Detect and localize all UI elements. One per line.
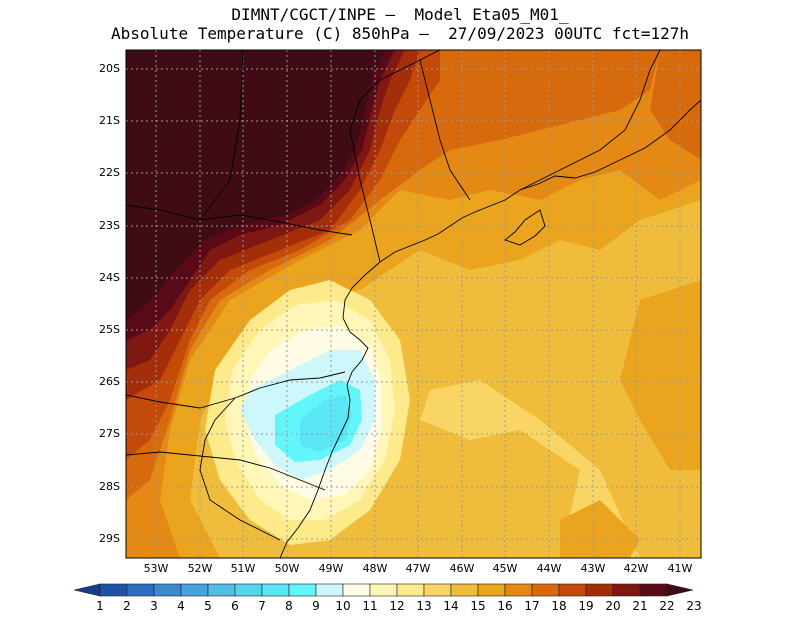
colorbar-swatch: [531, 583, 560, 597]
lon-label: 47W: [405, 562, 431, 575]
colorbar-label: 23: [686, 599, 702, 613]
colorbar-swatch: [153, 583, 182, 597]
colorbar-label: 21: [632, 599, 648, 613]
colorbar-swatch: [612, 583, 641, 597]
colorbar: [73, 583, 694, 597]
state-border-4: [349, 50, 441, 263]
lon-label: 53W: [143, 562, 169, 575]
colorbar-swatch: [234, 583, 263, 597]
plot-frame: [125, 49, 702, 559]
colorbar-label: 12: [389, 599, 405, 613]
colorbar-swatch: [288, 583, 317, 597]
colorbar-arrow-low: [73, 583, 101, 597]
colorbar-arrow-high: [666, 583, 694, 597]
colorbar-swatch: [342, 583, 371, 597]
lon-label: 50W: [274, 562, 300, 575]
lon-label: 51W: [230, 562, 256, 575]
field-16-east: [620, 280, 701, 470]
colorbar-swatch: [126, 583, 155, 597]
lat-label: 27S: [99, 427, 120, 440]
colorbar-label: 9: [312, 599, 320, 613]
lon-label: 41W: [667, 562, 693, 575]
coastline-and-borders: [126, 50, 701, 558]
lat-label: 23S: [99, 219, 120, 232]
field-18-east: [650, 50, 701, 160]
field-16-south: [560, 500, 640, 558]
colorbar-swatch: [99, 583, 128, 597]
lat-label: 22S: [99, 166, 120, 179]
colorbar-swatch: [450, 583, 479, 597]
lat-label: 20S: [99, 62, 120, 75]
colorbar-swatch: [180, 583, 209, 597]
colorbar-swatch: [558, 583, 587, 597]
colorbar-swatch: [639, 583, 668, 597]
colorbar-swatch: [423, 583, 452, 597]
state-border-8: [199, 397, 281, 541]
map-title-line-1: DIMNT/CGCT/INPE – Model Eta05_M01_: [231, 5, 569, 24]
colorbar-label: 6: [231, 599, 239, 613]
colorbar-label: 19: [578, 599, 594, 613]
lon-label: 52W: [187, 562, 213, 575]
graticule: [126, 50, 701, 558]
lat-label: 24S: [99, 271, 120, 284]
colorbar-label: 8: [285, 599, 293, 613]
lon-label: 45W: [492, 562, 518, 575]
lon-label: 49W: [318, 562, 344, 575]
state-border-6: [519, 50, 661, 191]
state-border-1: [126, 204, 353, 236]
colorbar-label: 17: [524, 599, 540, 613]
colorbar-label: 18: [551, 599, 567, 613]
lon-label: 43W: [580, 562, 606, 575]
state-border-3: [126, 451, 326, 491]
colorbar-label: 15: [470, 599, 486, 613]
colorbar-label: 1: [96, 599, 104, 613]
lat-label: 21S: [99, 114, 120, 127]
colorbar-swatch: [477, 583, 506, 597]
bay-outline: [504, 209, 546, 246]
colorbar-label: 20: [605, 599, 621, 613]
state-border-7: [199, 50, 244, 221]
colorbar-label: 22: [659, 599, 675, 613]
state-border-2: [126, 371, 346, 409]
colorbar-swatch: [207, 583, 236, 597]
state-border-5: [419, 59, 471, 201]
colorbar-label: 7: [258, 599, 266, 613]
colorbar-label: 3: [150, 599, 158, 613]
colorbar-swatch: [315, 583, 344, 597]
colorbar-label: 5: [204, 599, 212, 613]
lat-label: 26S: [99, 375, 120, 388]
colorbar-label: 16: [497, 599, 513, 613]
colorbar-swatch: [261, 583, 290, 597]
colorbar-swatch: [369, 583, 398, 597]
coastline: [279, 99, 701, 558]
colorbar-label: 14: [443, 599, 459, 613]
colorbar-swatch: [585, 583, 614, 597]
lon-label: 42W: [623, 562, 649, 575]
colorbar-label: 10: [335, 599, 351, 613]
temperature-field: [126, 50, 701, 558]
colorbar-label: 4: [177, 599, 185, 613]
lon-label: 44W: [536, 562, 562, 575]
colorbar-swatch: [396, 583, 425, 597]
lat-label: 25S: [99, 323, 120, 336]
map-title-line-2: Absolute Temperature (C) 850hPa – 27/09/…: [111, 24, 689, 43]
lat-label: 29S: [99, 532, 120, 545]
colorbar-swatch: [504, 583, 533, 597]
colorbar-label: 11: [362, 599, 378, 613]
lat-label: 28S: [99, 480, 120, 493]
field-23: [126, 50, 385, 320]
colorbar-label: 13: [416, 599, 432, 613]
colorbar-label: 2: [123, 599, 131, 613]
lon-label: 48W: [362, 562, 388, 575]
lon-label: 46W: [449, 562, 475, 575]
